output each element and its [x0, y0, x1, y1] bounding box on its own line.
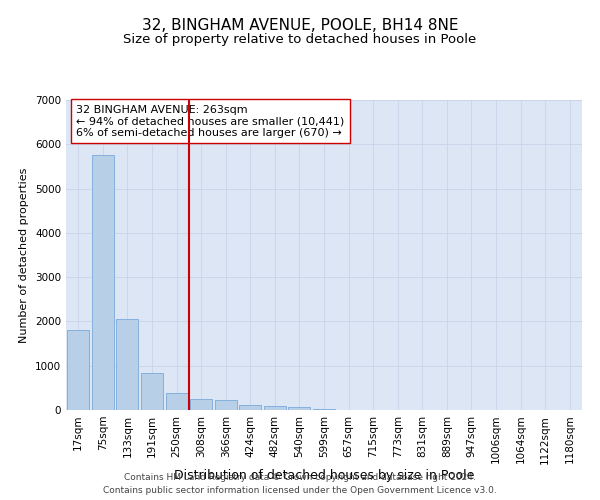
Bar — [264, 406, 286, 410]
Bar — [239, 405, 262, 410]
Bar — [166, 392, 188, 410]
Bar — [141, 373, 163, 410]
Y-axis label: Number of detached properties: Number of detached properties — [19, 168, 29, 342]
X-axis label: Distribution of detached houses by size in Poole: Distribution of detached houses by size … — [174, 469, 474, 482]
Bar — [215, 400, 237, 410]
Text: Contains public sector information licensed under the Open Government Licence v3: Contains public sector information licen… — [103, 486, 497, 495]
Bar — [67, 330, 89, 410]
Text: 32, BINGHAM AVENUE, POOLE, BH14 8NE: 32, BINGHAM AVENUE, POOLE, BH14 8NE — [142, 18, 458, 32]
Bar — [190, 400, 212, 410]
Bar — [313, 408, 335, 410]
Text: Size of property relative to detached houses in Poole: Size of property relative to detached ho… — [124, 32, 476, 46]
Bar — [92, 156, 114, 410]
Text: Contains HM Land Registry data © Crown copyright and database right 2024.: Contains HM Land Registry data © Crown c… — [124, 472, 476, 482]
Bar — [116, 319, 139, 410]
Bar — [289, 408, 310, 410]
Text: 32 BINGHAM AVENUE: 263sqm
← 94% of detached houses are smaller (10,441)
6% of se: 32 BINGHAM AVENUE: 263sqm ← 94% of detac… — [76, 104, 344, 138]
